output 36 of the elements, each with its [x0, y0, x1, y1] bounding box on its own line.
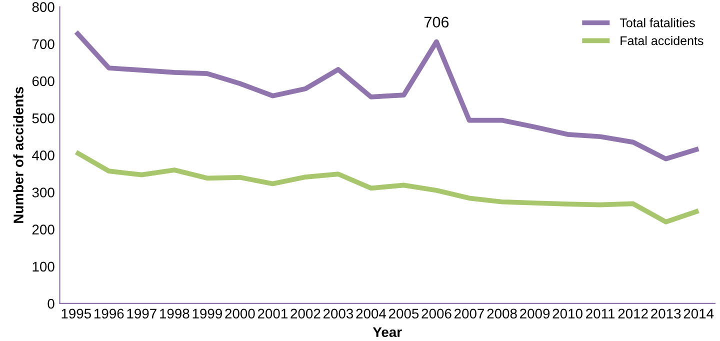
x-tick-label: 2012 — [618, 308, 648, 319]
x-tick-label: 2014 — [684, 308, 714, 319]
y-tick-label: 400 — [32, 150, 54, 160]
x-tick-label: 2006 — [422, 308, 452, 319]
y-tick-label: 300 — [32, 188, 54, 198]
legend-label: Fatal accidents — [620, 36, 704, 46]
x-tick-label: 2002 — [290, 308, 320, 319]
line-series — [74, 150, 702, 224]
y-tick-label: 700 — [32, 39, 54, 50]
x-tick-label: 2004 — [356, 308, 386, 319]
x-tick-label: 2010 — [552, 308, 582, 319]
y-axis-title: Number of accidents — [13, 87, 24, 223]
x-tick-label: 1998 — [160, 308, 190, 319]
y-tick-label: 800 — [32, 2, 54, 12]
x-tick-label: 1999 — [192, 308, 222, 319]
x-tick-label: 2013 — [651, 308, 681, 319]
legend-label: Total fatalities — [620, 18, 695, 28]
y-tick-label: 600 — [32, 76, 54, 86]
x-tick-label: 2001 — [258, 308, 288, 319]
x-tick-label: 1996 — [94, 308, 124, 319]
x-tick-label: 2005 — [388, 308, 419, 319]
y-tick-label: 0 — [48, 298, 54, 309]
x-tick-label: 1995 — [62, 308, 92, 319]
line-series — [74, 30, 702, 162]
y-tick-label: 100 — [32, 262, 54, 272]
x-tick-label: 2003 — [323, 308, 354, 319]
x-tick-label: 2011 — [586, 308, 615, 319]
y-tick-label: 200 — [32, 224, 54, 234]
x-axis-title: Year — [372, 327, 402, 338]
x-tick-label: 2008 — [487, 308, 517, 319]
x-tick-label: 2009 — [520, 308, 550, 319]
x-tick-label: 1997 — [127, 308, 156, 319]
annotation: 706 — [424, 16, 449, 28]
x-tick-label: 2000 — [225, 308, 255, 319]
y-tick-label: 500 — [32, 113, 54, 124]
x-tick-label: 2007 — [454, 308, 484, 319]
